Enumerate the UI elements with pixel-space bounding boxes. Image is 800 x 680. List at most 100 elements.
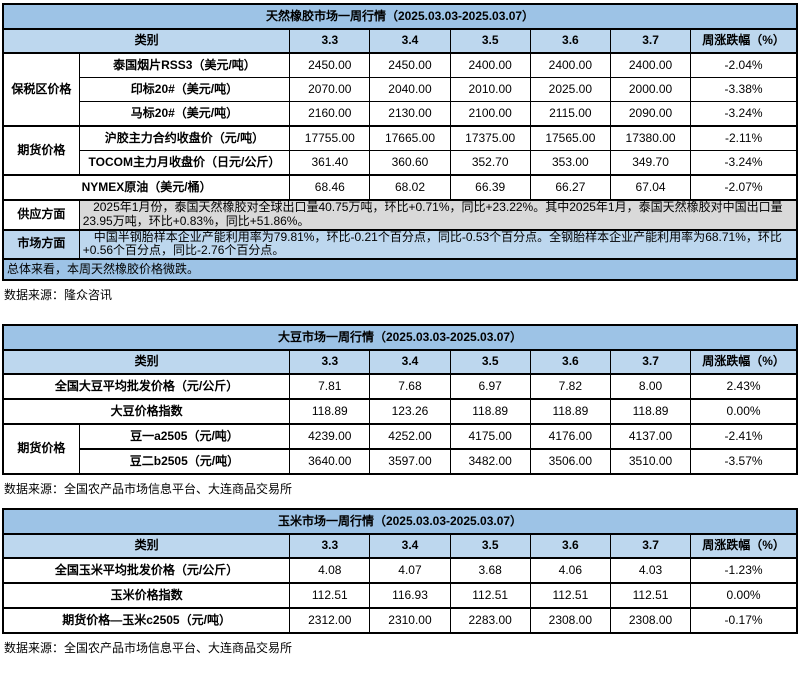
value-cell: 7.81 — [289, 373, 371, 400]
change-cell: 2.43% — [690, 373, 798, 400]
value-cell: 352.70 — [449, 150, 531, 176]
value-cell: 2010.00 — [449, 77, 531, 102]
row-label: 泰国烟片RSS3（美元/吨） — [78, 52, 291, 78]
value-cell: 2308.00 — [529, 607, 611, 634]
value-cell: 4.07 — [369, 557, 451, 584]
change-cell: -3.57% — [690, 448, 798, 475]
value-cell: 7.82 — [529, 373, 611, 400]
row-group-label-futures: 期货价格 — [2, 125, 80, 176]
value-cell: 2310.00 — [369, 607, 451, 634]
row-group-label-futures: 期货价格 — [2, 423, 80, 475]
row-label: 马标20#（美元/吨） — [78, 101, 291, 127]
col-header-weekly-change: 周涨跌幅（%） — [690, 28, 798, 54]
change-cell: 0.00% — [690, 398, 798, 425]
value-cell: 361.40 — [289, 150, 371, 176]
value-cell: 6.97 — [449, 373, 531, 400]
value-cell: 2025.00 — [529, 77, 611, 102]
table-row: 大豆价格指数 118.89 123.26 118.89 118.89 118.8… — [2, 398, 798, 425]
table-row: 豆二b2505（元/吨） 3640.00 3597.00 3482.00 350… — [3, 448, 798, 475]
spacer — [2, 302, 798, 324]
soybean-table: 大豆市场一周行情（2025.03.03-2025.03.07） 类别 3.3 3… — [2, 324, 798, 476]
change-cell: 0.00% — [690, 582, 798, 609]
value-cell: 112.51 — [289, 582, 371, 609]
value-cell: 118.89 — [609, 398, 692, 425]
col-header-date: 3.7 — [609, 349, 692, 376]
value-cell: 17565.00 — [529, 125, 611, 151]
table-row: TOCOM主力月收盘价（日元/公斤） 361.40 360.60 352.70 … — [3, 150, 798, 176]
value-cell: 4175.00 — [449, 423, 531, 450]
column-header-row: 类别 3.3 3.4 3.5 3.6 3.7 周涨跌幅（%） — [2, 28, 798, 54]
value-cell: 2450.00 — [289, 52, 371, 78]
value-cell: 2312.00 — [289, 607, 371, 634]
value-cell: 3640.00 — [289, 448, 371, 475]
table-title-row: 玉米市场一周行情（2025.03.03-2025.03.07） — [2, 508, 798, 536]
value-cell: 2100.00 — [449, 101, 531, 127]
table-row: 期货价格—玉米c2505（元/吨） 2312.00 2310.00 2283.0… — [2, 607, 798, 634]
value-cell: 3506.00 — [529, 448, 611, 475]
row-label: TOCOM主力月收盘价（日元/公斤） — [78, 150, 291, 176]
row-label: 期货价格—玉米c2505（元/吨） — [2, 607, 291, 634]
table-row: 全国大豆平均批发价格（元/公斤） 7.81 7.68 6.97 7.82 8.0… — [2, 373, 798, 400]
row-label: 沪胶主力合约收盘价（元/吨） — [78, 125, 291, 151]
change-cell: -1.23% — [690, 557, 798, 584]
table-row: 全国玉米平均批发价格（元/公斤） 4.08 4.07 3.68 4.06 4.0… — [2, 557, 798, 584]
column-header-row: 类别 3.3 3.4 3.5 3.6 3.7 周涨跌幅（%） — [2, 349, 798, 376]
value-cell: 2040.00 — [369, 77, 451, 102]
row-label: NYMEX原油（美元/桶） — [2, 174, 291, 201]
supply-row: 供应方面 2025年1月份，泰国天然橡胶对全球出口量40.75万吨，环比+0.7… — [2, 199, 798, 231]
change-cell: -2.41% — [690, 423, 798, 450]
table-row: 玉米价格指数 112.51 116.93 112.51 112.51 112.5… — [2, 582, 798, 609]
change-cell: -2.04% — [690, 52, 798, 78]
value-cell: 2160.00 — [289, 101, 371, 127]
value-cell: 4137.00 — [609, 423, 692, 450]
col-header-date: 3.5 — [449, 28, 531, 54]
col-header-date: 3.3 — [289, 28, 371, 54]
value-cell: 8.00 — [609, 373, 692, 400]
col-header-category: 类别 — [2, 349, 291, 376]
value-cell: 3.68 — [449, 557, 531, 584]
spacer — [2, 496, 798, 508]
value-cell: 2450.00 — [369, 52, 451, 78]
value-cell: 116.93 — [369, 582, 451, 609]
value-cell: 4.03 — [609, 557, 692, 584]
row-label: 全国大豆平均批发价格（元/公斤） — [2, 373, 291, 400]
market-row: 市场方面 中国半钢胎样本企业产能利用率为79.81%，环比-0.21个百分点，同… — [2, 228, 798, 260]
table-title-row: 大豆市场一周行情（2025.03.03-2025.03.07） — [2, 324, 798, 352]
row-group-label-bonded: 保税区价格 — [2, 52, 80, 127]
table-row: 保税区价格 泰国烟片RSS3（美元/吨） 2450.00 2450.00 240… — [2, 52, 798, 127]
table-row: NYMEX原油（美元/桶） 68.46 68.02 66.39 66.27 67… — [2, 174, 798, 201]
rubber-table-title: 天然橡胶市场一周行情（2025.03.03-2025.03.07） — [2, 3, 798, 30]
value-cell: 112.51 — [449, 582, 531, 609]
value-cell: 4252.00 — [369, 423, 451, 450]
summary-row: 总体来看，本周天然橡胶价格微跌。 — [2, 258, 798, 281]
summary-text: 总体来看，本周天然橡胶价格微跌。 — [2, 258, 798, 281]
market-text: 中国半钢胎样本企业产能利用率为79.81%，环比-0.21个百分点，同比-0.5… — [78, 228, 798, 260]
col-header-date: 3.4 — [369, 28, 451, 54]
col-header-date: 3.3 — [289, 533, 371, 560]
value-cell: 118.89 — [289, 398, 371, 425]
col-header-category: 类别 — [2, 533, 291, 560]
value-cell: 17380.00 — [609, 125, 692, 151]
value-cell: 123.26 — [369, 398, 451, 425]
value-cell: 66.27 — [529, 174, 611, 201]
value-cell: 2283.00 — [449, 607, 531, 634]
table-row: 马标20#（美元/吨） 2160.00 2130.00 2100.00 2115… — [3, 101, 798, 127]
table-row: 期货价格 沪胶主力合约收盘价（元/吨） 17755.00 17665.00 17… — [2, 125, 798, 176]
corn-table: 玉米市场一周行情（2025.03.03-2025.03.07） 类别 3.3 3… — [2, 508, 798, 635]
rubber-table: 天然橡胶市场一周行情（2025.03.03-2025.03.07） 类别 3.3… — [2, 3, 798, 282]
value-cell: 2400.00 — [449, 52, 531, 78]
value-cell: 2000.00 — [609, 77, 692, 102]
value-cell: 4176.00 — [529, 423, 611, 450]
row-label: 豆二b2505（元/吨） — [78, 448, 291, 475]
change-cell: -0.17% — [690, 607, 798, 634]
value-cell: 68.02 — [369, 174, 451, 201]
column-header-row: 类别 3.3 3.4 3.5 3.6 3.7 周涨跌幅（%） — [2, 533, 798, 560]
value-cell: 2090.00 — [609, 101, 692, 127]
value-cell: 2308.00 — [609, 607, 692, 634]
col-header-date: 3.4 — [369, 533, 451, 560]
value-cell: 2130.00 — [369, 101, 451, 127]
change-cell: -3.24% — [690, 150, 798, 176]
col-header-date: 3.7 — [609, 28, 692, 54]
change-cell: -3.38% — [690, 77, 798, 102]
value-cell: 67.04 — [609, 174, 692, 201]
